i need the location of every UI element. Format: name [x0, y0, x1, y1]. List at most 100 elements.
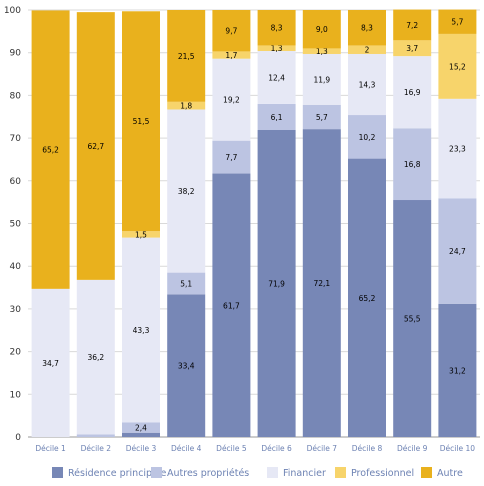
data-label: 1,3 [316, 47, 328, 56]
y-tick-label: 30 [10, 305, 22, 315]
bar-segment [393, 40, 432, 57]
x-tick-label: Décile 10 [440, 444, 475, 453]
data-label: 31,2 [449, 366, 466, 375]
y-tick-label: 70 [10, 134, 22, 144]
bar-segment [393, 9, 432, 41]
bar-segment [167, 101, 206, 110]
data-label: 51,5 [133, 117, 150, 126]
bar-segment [302, 53, 341, 105]
legend-swatch [335, 467, 346, 478]
data-label: 1,8 [180, 102, 192, 111]
data-label: 1,5 [135, 230, 147, 239]
bar-segment [438, 9, 477, 34]
legend-swatch [151, 467, 162, 478]
bar-segment [438, 198, 477, 304]
bars: 34,7 65,2 36,2 62,7 2,4 43,3 1,5 51,5 33,4 5,1 38,… [31, 9, 477, 437]
x-axis: Décile 1 Décile 2 Décile 3 Décile 4 Décile 5… [35, 444, 475, 453]
data-label: 2 [365, 46, 370, 55]
x-tick-label: Décile 8 [352, 444, 383, 453]
data-label: 1,3 [271, 44, 283, 53]
bar-segment [302, 129, 341, 437]
data-label: 11,9 [313, 75, 330, 84]
data-label: 7,2 [406, 21, 418, 30]
bar-segment [257, 50, 296, 104]
x-tick-label: Décile 1 [35, 444, 66, 453]
bar-segment [348, 45, 386, 54]
data-label: 55,5 [404, 315, 421, 324]
bar-segment [348, 10, 386, 46]
legend-swatch [421, 467, 432, 478]
data-label: 36,2 [87, 353, 104, 362]
data-label: 16,9 [404, 88, 421, 97]
bar-segment [348, 115, 386, 159]
bar-segment [438, 303, 477, 437]
data-label: 62,7 [87, 142, 104, 151]
x-tick-label: Décile 3 [126, 444, 157, 453]
data-label: 72,1 [313, 279, 330, 288]
y-tick-label: 100 [4, 6, 21, 16]
bar-segment [393, 56, 432, 129]
y-tick-label: 60 [10, 177, 22, 187]
legend-label: Résidence principale [68, 468, 167, 479]
bar-segment [212, 10, 251, 52]
data-label: 9,0 [316, 25, 328, 34]
data-label: 9,7 [225, 27, 237, 36]
bar-segment [348, 53, 386, 116]
bar-segment [212, 140, 251, 174]
data-label: 5,7 [451, 18, 463, 27]
x-tick-label: Décile 4 [171, 444, 202, 453]
x-tick-label: Décile 2 [81, 444, 112, 453]
bar-segment [257, 45, 296, 51]
data-label: 21,5 [178, 52, 195, 61]
bar-segment [122, 422, 160, 433]
bar-segment [393, 128, 432, 201]
data-label: 16,8 [404, 160, 421, 169]
data-label: 5,1 [180, 279, 192, 288]
y-tick-label: 40 [10, 262, 22, 272]
data-label: 6,1 [271, 113, 283, 122]
bar-segment [302, 104, 341, 130]
data-label: 61,7 [223, 301, 240, 310]
legend-swatch [52, 467, 63, 478]
y-tick-label: 10 [10, 390, 22, 400]
data-label: 43,3 [133, 326, 150, 335]
data-label: 8,3 [361, 24, 373, 33]
data-label: 14,3 [359, 81, 376, 90]
bar-segment [348, 158, 386, 437]
bar-segment [212, 173, 251, 437]
y-axis: 0 10 20 30 40 50 60 70 80 90 100 [4, 6, 21, 443]
legend-label: Autre [437, 468, 463, 479]
data-label: 65,2 [42, 146, 59, 155]
y-tick-label: 50 [10, 220, 22, 230]
x-tick-label: Décile 9 [397, 444, 428, 453]
legend: Résidence principale Autres propriétés Fin… [52, 467, 463, 479]
data-label: 19,2 [223, 96, 240, 105]
data-label: 33,4 [178, 362, 195, 371]
bar-segment [122, 432, 160, 437]
data-label: 23,3 [449, 145, 466, 154]
data-label: 8,3 [271, 24, 283, 33]
bar-segment [76, 12, 115, 280]
bar-segment [438, 33, 477, 99]
data-label: 38,2 [178, 187, 195, 196]
bar-segment [167, 109, 206, 273]
legend-label: Professionnel [351, 468, 414, 479]
bar-segment [31, 10, 70, 289]
bar-segment [212, 51, 251, 59]
x-tick-label: Décile 7 [307, 444, 338, 453]
bar-segment [122, 231, 160, 238]
bar-segment [257, 129, 296, 437]
data-label: 34,7 [42, 359, 59, 368]
bar-segment [167, 10, 206, 102]
data-label: 71,9 [268, 279, 285, 288]
bar-segment [212, 58, 251, 141]
y-tick-label: 20 [10, 348, 22, 358]
bar-segment [257, 10, 296, 46]
legend-label: Autres propriétés [167, 468, 249, 479]
data-label: 5,7 [316, 113, 328, 122]
x-tick-label: Décile 5 [216, 444, 247, 453]
data-label: 1,7 [225, 51, 237, 60]
data-label: 12,4 [268, 73, 285, 82]
data-label: 7,7 [225, 153, 237, 162]
